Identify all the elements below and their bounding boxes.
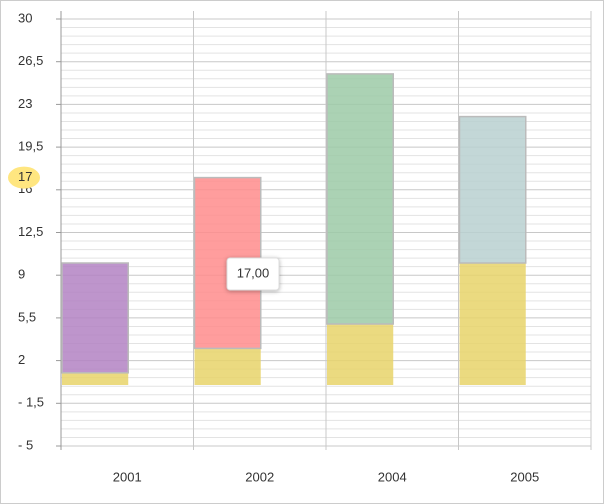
bar-segment bbox=[61, 262, 129, 374]
highlight-label: 17 bbox=[18, 169, 32, 184]
x-tick-label: 2005 bbox=[510, 469, 539, 484]
y-tick-label: 5,5 bbox=[18, 309, 36, 324]
x-tick-label: 2004 bbox=[378, 469, 407, 484]
x-tick-label: 2001 bbox=[113, 469, 142, 484]
bar-segment bbox=[327, 324, 394, 385]
y-tick-label: 30 bbox=[18, 10, 32, 25]
highlight-marker bbox=[8, 166, 40, 189]
y-tick-label: 23 bbox=[18, 96, 32, 111]
tooltip: 17,00 bbox=[226, 257, 280, 291]
x-tick-label: 2002 bbox=[245, 469, 274, 484]
y-tick-label: 9 bbox=[18, 267, 25, 282]
y-tick-label: 2 bbox=[18, 352, 25, 367]
y-tick-label: 19,5 bbox=[18, 139, 43, 154]
y-tick-label: - 5 bbox=[18, 437, 33, 452]
bar-segment bbox=[194, 348, 261, 385]
bar-segment bbox=[458, 115, 527, 264]
tooltip-box bbox=[226, 257, 280, 291]
tooltip-text: 17,00 bbox=[237, 265, 270, 280]
y-tick-label: 26,5 bbox=[18, 53, 43, 68]
y-tick-label: - 1,5 bbox=[18, 395, 44, 410]
y-tick-label: 12,5 bbox=[18, 224, 43, 239]
bar-segment bbox=[62, 372, 129, 385]
bar-segment bbox=[459, 263, 526, 385]
bar-segment bbox=[326, 73, 394, 325]
